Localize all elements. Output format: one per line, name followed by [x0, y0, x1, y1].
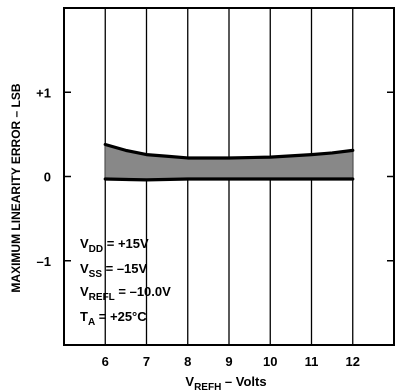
xtick-label-8: 8	[184, 354, 191, 369]
y-axis-label: MAXIMUM LINEARITY ERROR – LSB	[9, 83, 23, 292]
x-axis-label-sub: REFH	[194, 382, 221, 392]
upper-bound-line	[103, 142, 355, 160]
x-axis-label: VREFH – Volts	[185, 374, 266, 392]
condition-vss: VSS = –15V	[80, 261, 148, 280]
x-tick-labels: 6 7 8 9 10 11 12	[102, 354, 360, 369]
condition-vdd: VDD = +15V	[80, 236, 149, 255]
xtick-label-9: 9	[225, 354, 232, 369]
plot-frame	[63, 7, 395, 346]
error-band-area	[105, 144, 353, 180]
xtick-label-10: 10	[263, 354, 277, 369]
y-tick-marks	[64, 91, 394, 262]
xtick-label-7: 7	[143, 354, 150, 369]
error-band	[105, 144, 353, 180]
x-axis-label-rest: – Volts	[221, 374, 266, 389]
ytick-label-1: 0	[44, 170, 51, 185]
x-axis-label-main: V	[185, 374, 194, 389]
condition-ta: TA = +25°C	[80, 309, 147, 328]
condition-vrefl: VREFL = –10.0V	[80, 284, 171, 303]
ytick-label-0: +1	[36, 85, 51, 100]
xtick-label-12: 12	[346, 354, 360, 369]
test-conditions: VDD = +15V VSS = –15V VREFL = –10.0V TA …	[80, 236, 171, 328]
series-lines	[103, 142, 355, 182]
ytick-label-2: –1	[37, 254, 51, 269]
xtick-label-11: 11	[305, 354, 319, 369]
xtick-label-6: 6	[102, 354, 109, 369]
y-tick-labels: +1 0 –1	[36, 85, 51, 269]
lower-bound-line	[103, 177, 355, 182]
